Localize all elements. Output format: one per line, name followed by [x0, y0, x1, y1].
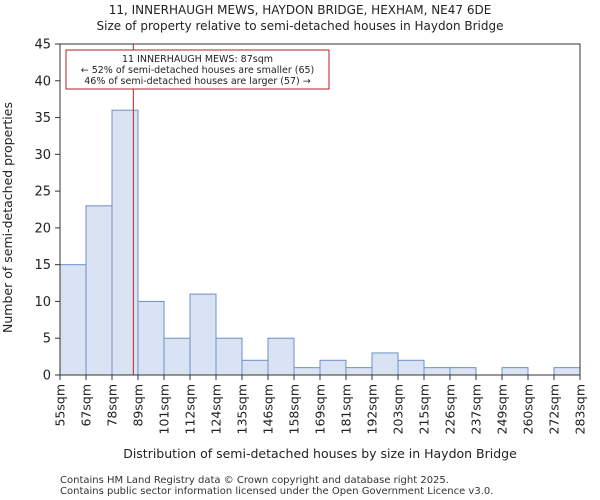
bar-272sqm [553, 367, 581, 376]
bar-249sqm [501, 367, 529, 376]
bar-101sqm [163, 337, 191, 376]
bar-78sqm [111, 109, 139, 376]
footer-line-2: Contains public sector information licen… [60, 486, 494, 497]
x-tick-label-260sqm: 260sqm [521, 384, 536, 434]
y-tick-label-20: 20 [34, 221, 51, 236]
bar-67sqm [85, 205, 113, 376]
bar-158sqm [293, 367, 321, 376]
bar-124sqm [215, 337, 243, 376]
x-tick-label-158sqm: 158sqm [287, 384, 302, 434]
y-tick-label-15: 15 [34, 258, 51, 273]
x-tick-label-249sqm: 249sqm [495, 384, 510, 434]
x-tick-label-203sqm: 203sqm [391, 384, 406, 434]
x-axis-label: Distribution of semi-detached houses by … [123, 446, 517, 461]
x-tick-label-215sqm: 215sqm [417, 384, 432, 434]
x-tick-label-67sqm: 67sqm [79, 384, 94, 427]
bar-203sqm [397, 359, 425, 376]
x-axis: 55sqm 67sqm 78sqm 89sqm 101sqm 112sqm 124sqm 13… [53, 374, 588, 434]
x-tick-label-272sqm: 272sqm [547, 384, 562, 434]
x-tick-label-112sqm: 112sqm [183, 384, 198, 434]
plot-frame [59, 43, 581, 376]
y-tick-label-40: 40 [34, 74, 51, 89]
y-axis-label: Number of semi-detached properties [0, 102, 15, 333]
bar-89sqm [137, 300, 165, 376]
chart-subtitle: Size of property relative to semi-detach… [96, 19, 504, 33]
bar-192sqm [371, 352, 399, 376]
y-axis: 0 5 10 15 20 25 30 35 40 45 [34, 38, 61, 384]
x-tick-label-89sqm: 89sqm [131, 384, 146, 427]
x-tick-label-237sqm: 237sqm [469, 384, 484, 434]
x-tick-label-146sqm: 146sqm [261, 384, 276, 434]
annotation-line-2: ← 52% of semi-detached houses are smalle… [81, 65, 315, 76]
bar-215sqm [423, 367, 451, 376]
annotation-line-3: 46% of semi-detached houses are larger (… [84, 76, 311, 87]
y-tick-label-30: 30 [34, 148, 51, 163]
annotation-line-1: 11 INNERHAUGH MEWS: 87sqm [122, 54, 273, 65]
chart-title: 11, INNERHAUGH MEWS, HAYDON BRIDGE, HEXH… [108, 3, 492, 17]
x-tick-label-135sqm: 135sqm [235, 384, 250, 434]
y-tick-label-10: 10 [34, 295, 51, 310]
bar-135sqm [241, 359, 269, 376]
x-tick-label-101sqm: 101sqm [157, 384, 172, 434]
bar-169sqm [319, 359, 347, 376]
y-tick-label-0: 0 [43, 369, 51, 384]
x-tick-label-181sqm: 181sqm [339, 384, 354, 434]
bar-146sqm [267, 337, 295, 376]
x-tick-label-55sqm: 55sqm [53, 384, 68, 427]
x-tick-label-283sqm: 283sqm [573, 384, 588, 434]
bar-55sqm [59, 264, 87, 376]
x-tick-label-226sqm: 226sqm [443, 384, 458, 434]
bars-group [59, 109, 581, 376]
bar-226sqm [449, 367, 477, 376]
y-tick-label-35: 35 [34, 111, 51, 126]
y-tick-label-5: 5 [43, 332, 51, 347]
x-tick-label-124sqm: 124sqm [209, 384, 224, 434]
y-tick-label-25: 25 [34, 185, 51, 200]
x-tick-label-169sqm: 169sqm [313, 384, 328, 434]
bar-112sqm [189, 293, 217, 376]
annotation-box [65, 49, 330, 90]
y-tick-label-45: 45 [34, 38, 51, 53]
x-tick-label-78sqm: 78sqm [105, 384, 120, 427]
footer-line-1: Contains HM Land Registry data © Crown c… [60, 475, 449, 486]
bar-181sqm [345, 367, 373, 376]
x-tick-label-192sqm: 192sqm [365, 384, 380, 434]
